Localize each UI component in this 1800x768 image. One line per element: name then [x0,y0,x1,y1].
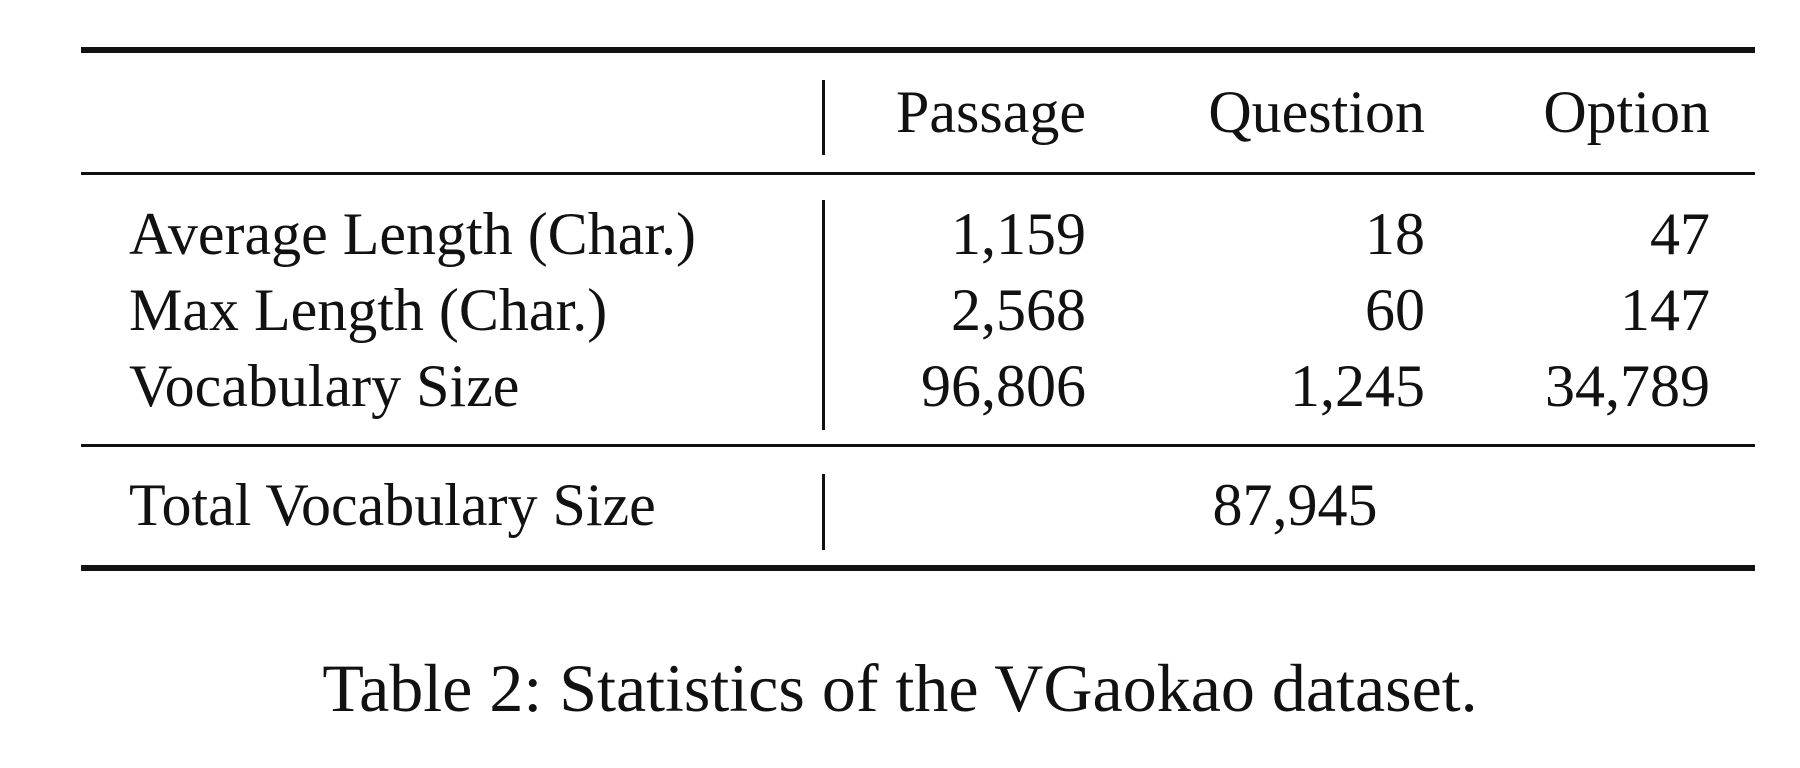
row-label-average-length: Average Length (Char.) [129,201,696,267]
header-rule [81,172,1755,175]
table-cell: 60 [1365,277,1425,343]
column-header-question: Question [1208,79,1425,145]
table-cell: 96,806 [921,353,1086,419]
table-bottom-rule [81,565,1755,571]
table-cell: 18 [1365,201,1425,267]
column-separator [822,200,825,430]
table-cell: 2,568 [951,277,1086,343]
column-header-passage: Passage [896,79,1086,145]
row-label-max-length: Max Length (Char.) [129,277,608,343]
table-cell: 47 [1650,201,1710,267]
total-rule [81,444,1755,447]
table-cell: 1,159 [951,201,1086,267]
row-label-total-vocabulary-size: Total Vocabulary Size [129,472,656,538]
column-separator [822,474,825,550]
table-cell: 147 [1620,277,1710,343]
table-cell: 34,789 [1545,353,1710,419]
row-label-vocabulary-size: Vocabulary Size [129,353,520,419]
table-cell: 1,245 [1290,353,1425,419]
table-caption: Table 2: Statistics of the VGaokao datas… [322,650,1478,726]
column-header-option: Option [1543,79,1710,145]
total-vocabulary-value: 87,945 [1212,472,1378,538]
column-separator [822,80,825,155]
table-top-rule [81,47,1755,53]
